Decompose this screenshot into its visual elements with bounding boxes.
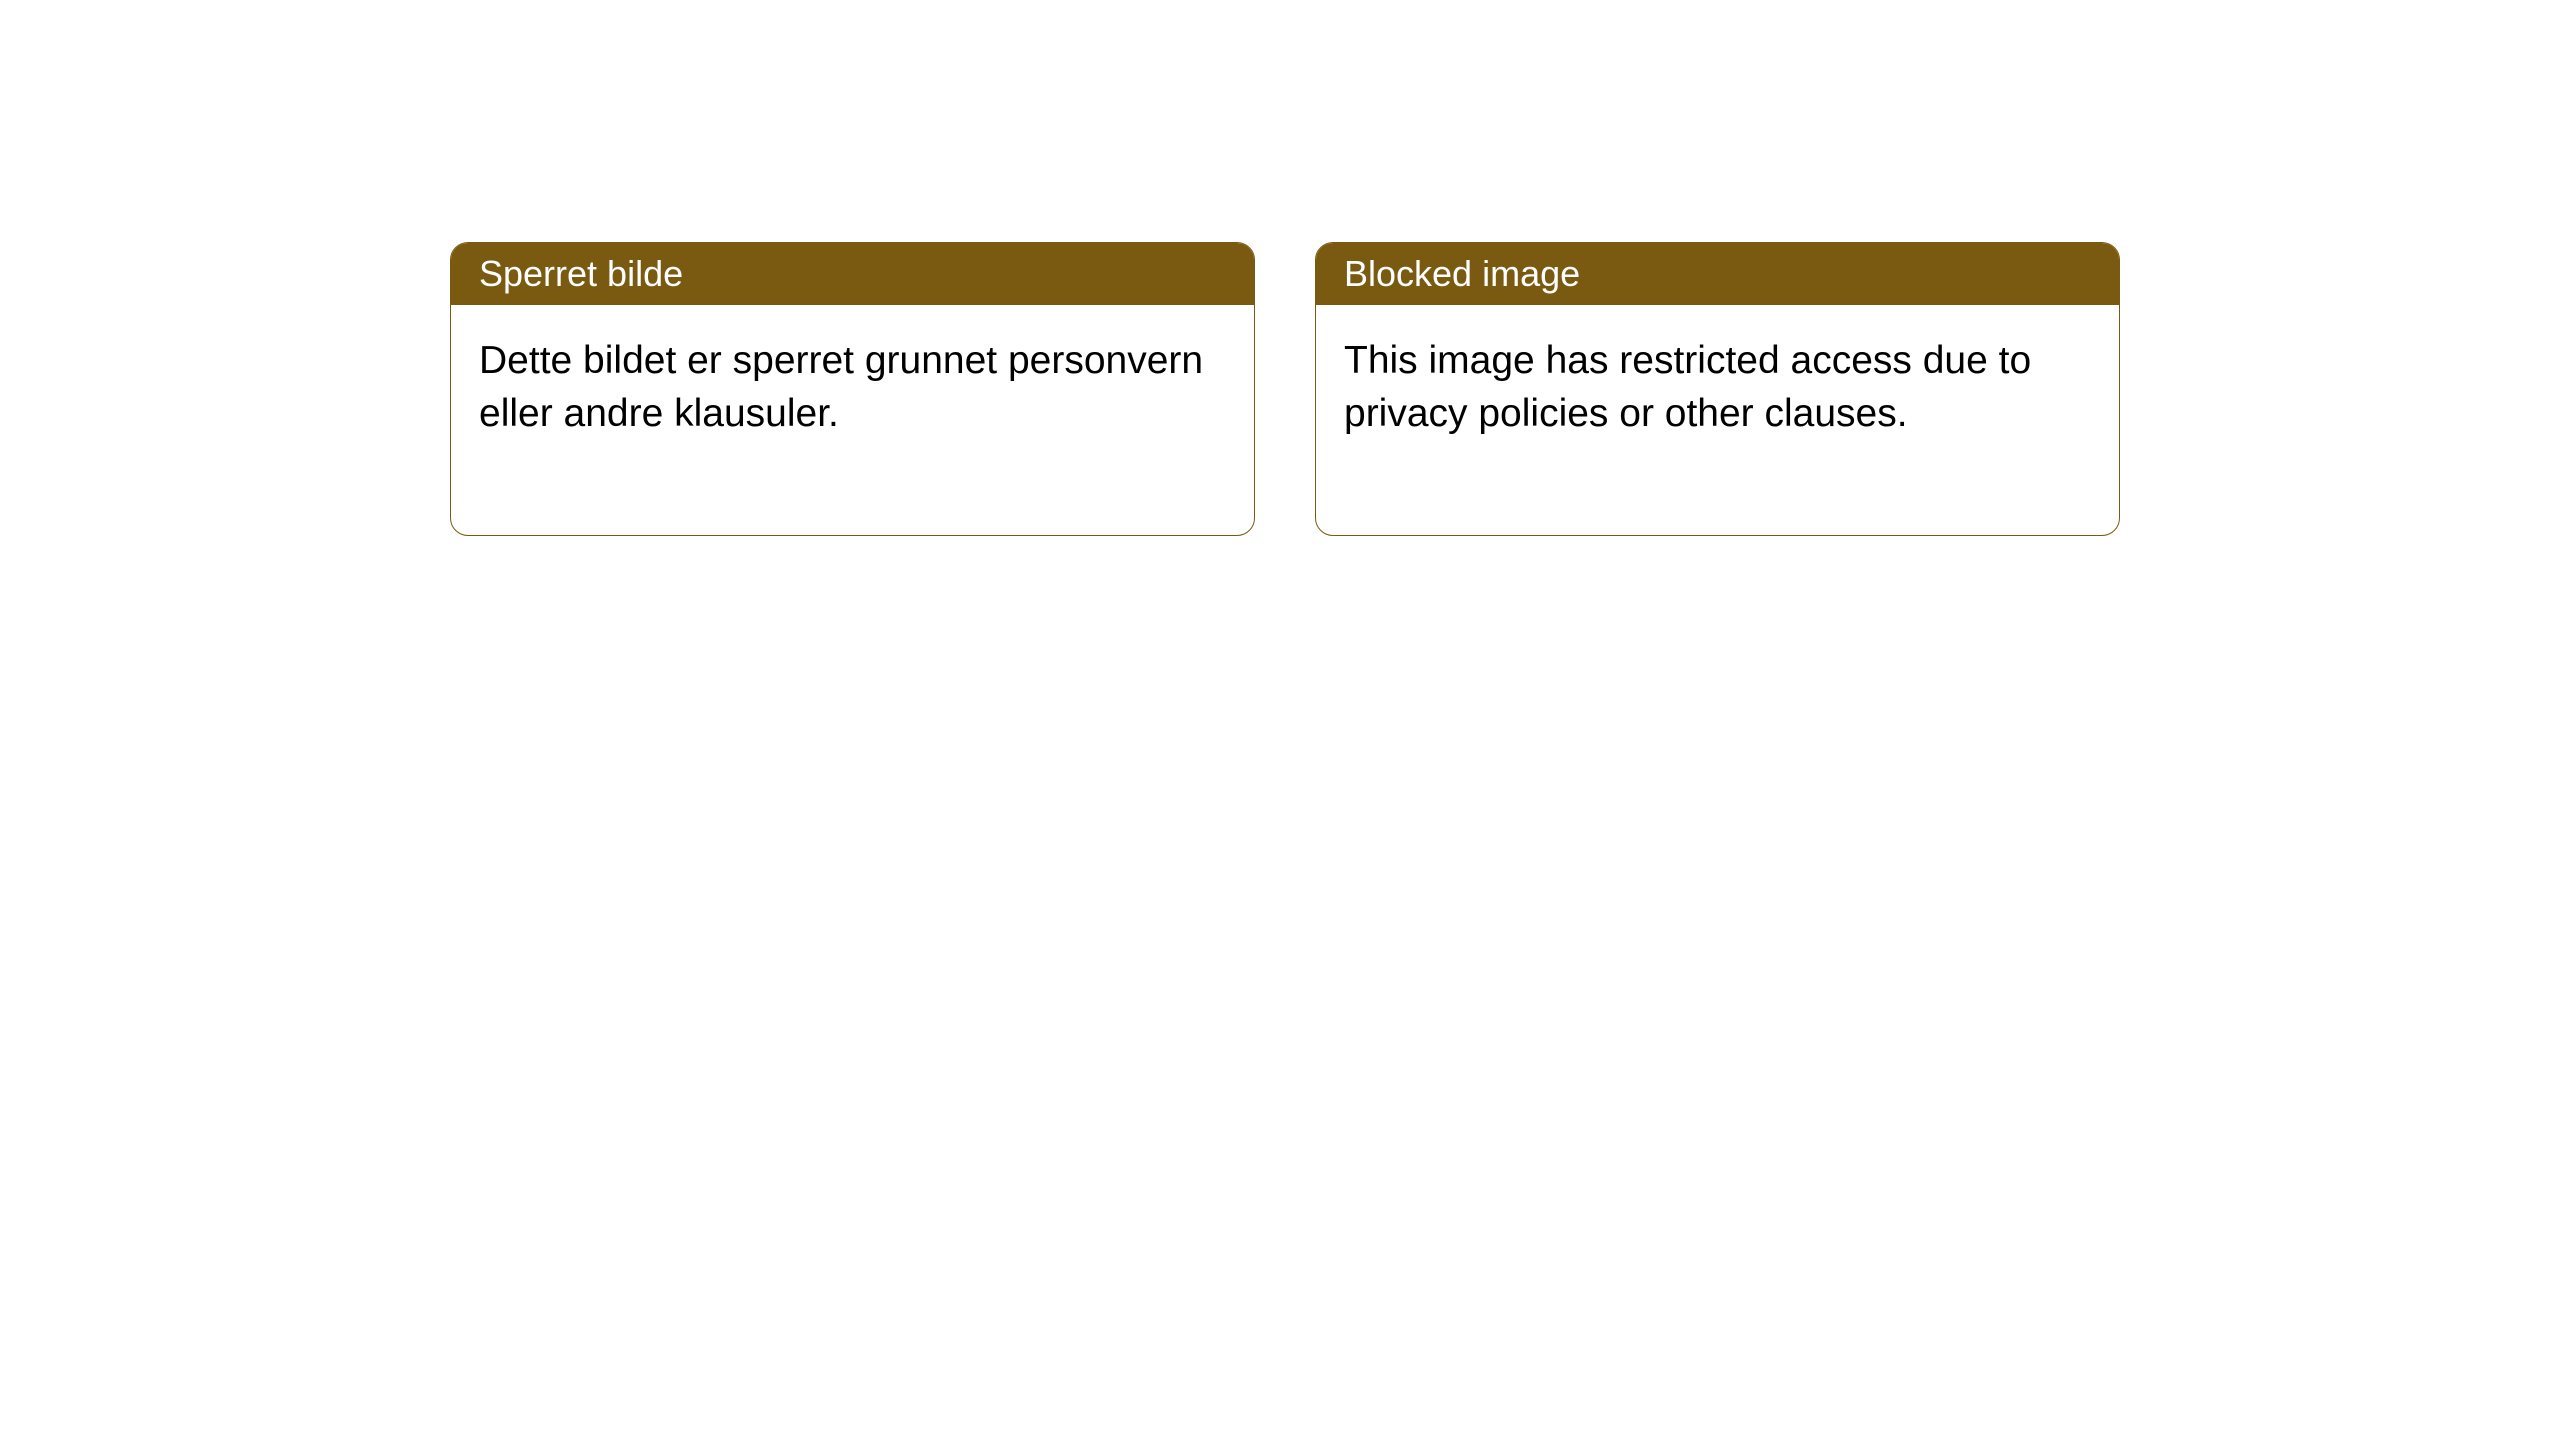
notice-text-english: This image has restricted access due to …	[1344, 339, 2031, 435]
notice-body-norwegian: Dette bildet er sperret grunnet personve…	[451, 305, 1254, 535]
notice-card-english: Blocked image This image has restricted …	[1315, 242, 2120, 536]
notice-container: Sperret bilde Dette bildet er sperret gr…	[450, 242, 2120, 536]
notice-header-norwegian: Sperret bilde	[451, 243, 1254, 305]
notice-title-english: Blocked image	[1344, 253, 1580, 294]
notice-header-english: Blocked image	[1316, 243, 2119, 305]
notice-title-norwegian: Sperret bilde	[479, 253, 683, 294]
notice-card-norwegian: Sperret bilde Dette bildet er sperret gr…	[450, 242, 1255, 536]
notice-body-english: This image has restricted access due to …	[1316, 305, 2119, 535]
notice-text-norwegian: Dette bildet er sperret grunnet personve…	[479, 339, 1203, 435]
